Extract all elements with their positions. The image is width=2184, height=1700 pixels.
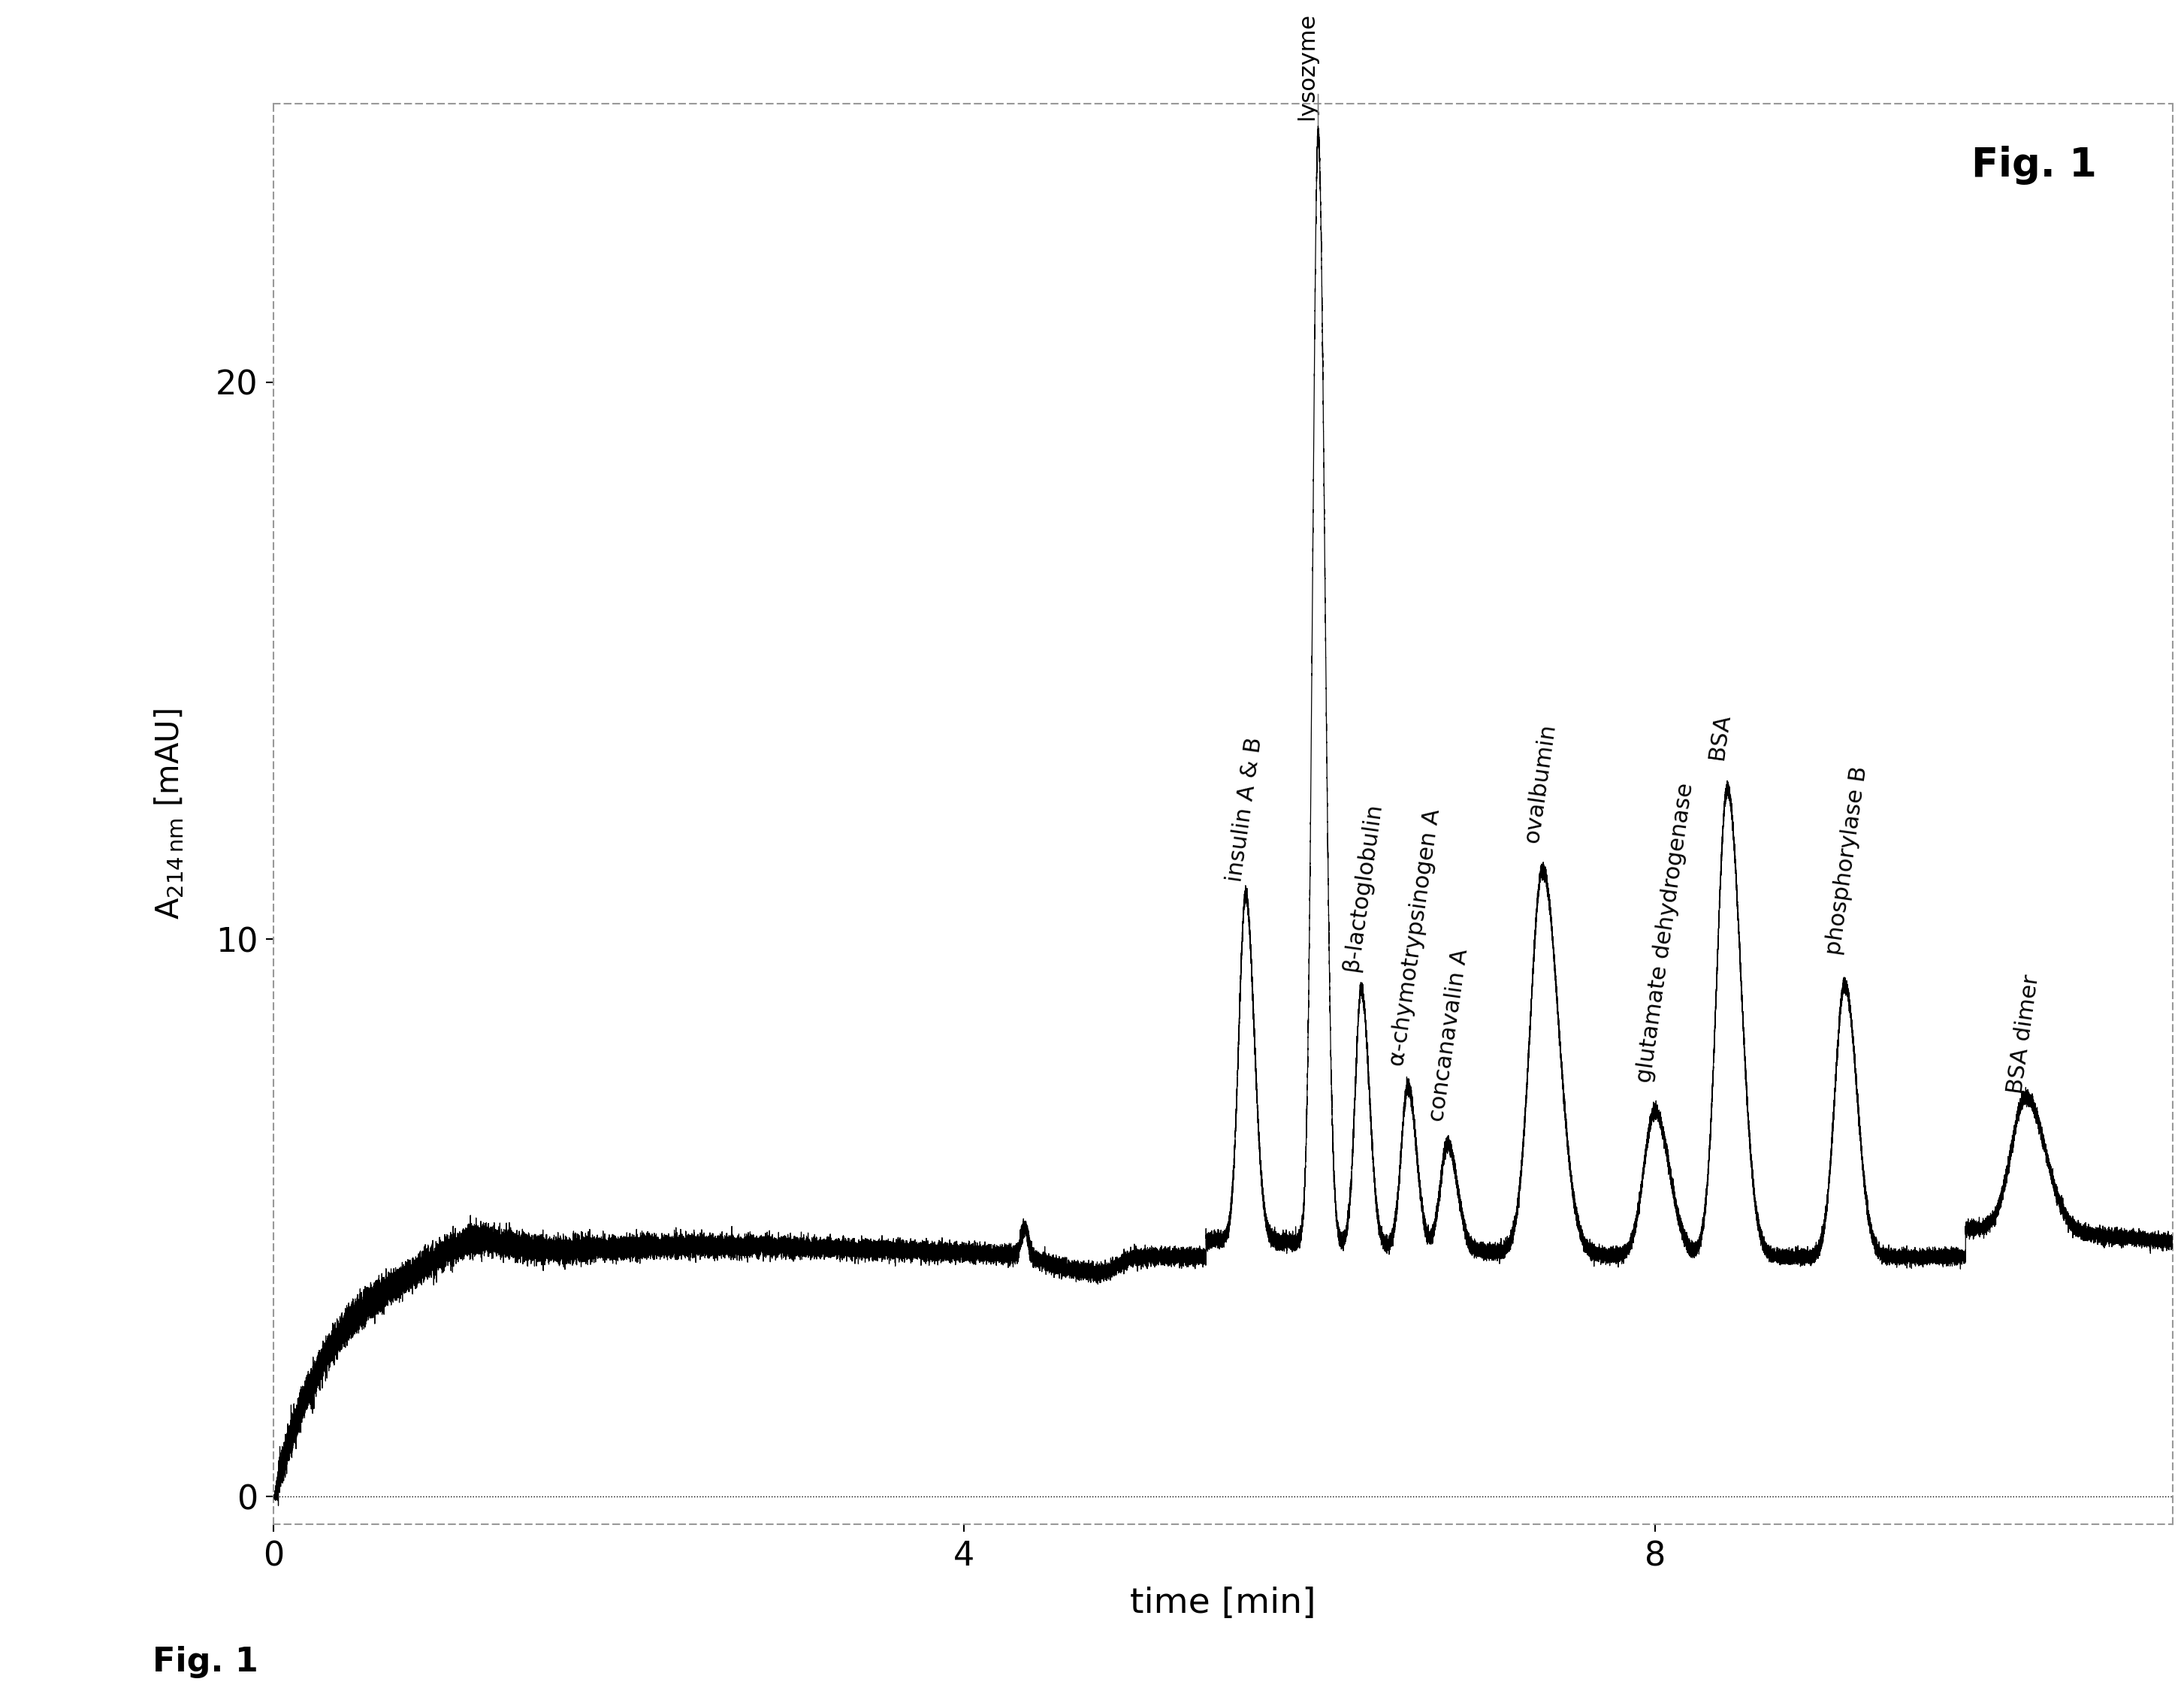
Text: concanavalin A: concanavalin A bbox=[1426, 947, 1472, 1124]
Text: insulin A & B: insulin A & B bbox=[1223, 736, 1267, 884]
Text: BSA dimer: BSA dimer bbox=[2005, 974, 2042, 1095]
Text: β-lactoglobulin: β-lactoglobulin bbox=[1339, 801, 1385, 972]
Text: lysozyme: lysozyme bbox=[1297, 12, 1319, 121]
Text: α-chymotrypsinogen A: α-chymotrypsinogen A bbox=[1387, 807, 1444, 1068]
Text: glutamate dehydrogenase: glutamate dehydrogenase bbox=[1634, 782, 1697, 1085]
X-axis label: time [min]: time [min] bbox=[1131, 1586, 1317, 1620]
Text: ovalbumin: ovalbumin bbox=[1520, 722, 1559, 845]
Text: Fig. 1: Fig. 1 bbox=[153, 1646, 258, 1678]
Text: A$_{\mathsf{214\,nm}}$ [mAU]: A$_{\mathsf{214\,nm}}$ [mAU] bbox=[153, 709, 186, 920]
Text: Fig. 1: Fig. 1 bbox=[1972, 146, 2097, 185]
Text: BSA: BSA bbox=[1706, 712, 1734, 762]
Text: phosphorylase B: phosphorylase B bbox=[1824, 765, 1872, 955]
